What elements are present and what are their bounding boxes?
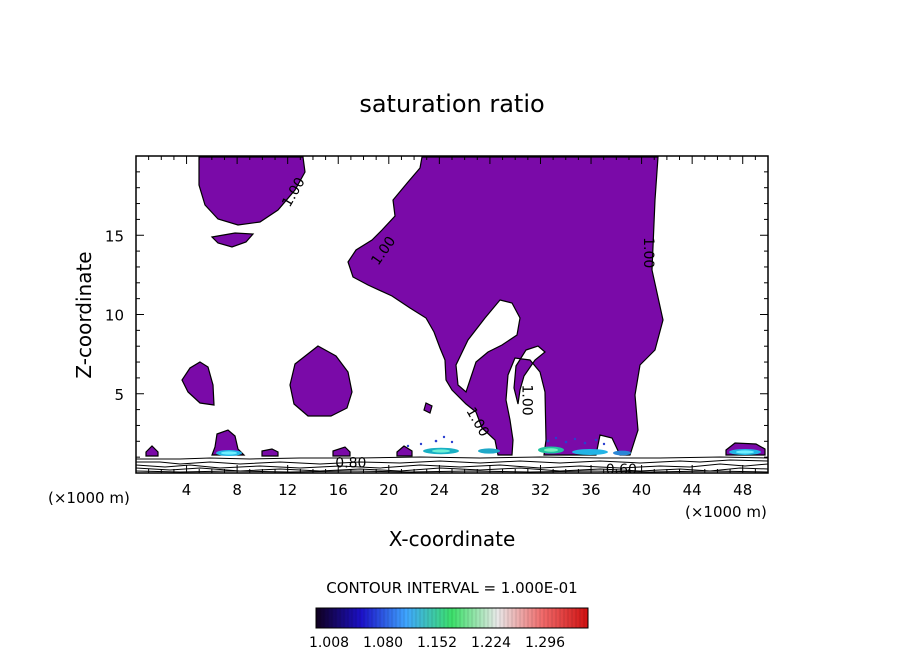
colorbar-tick-label: 1.008 (309, 635, 349, 651)
y-axis-label: Z-coordinate (72, 251, 96, 378)
contour-label: 0.80 (335, 455, 366, 471)
x-tick-label: 4 (182, 481, 192, 499)
plot-area: 1.001.00 1.001.001.000.80 0.60 (136, 156, 768, 478)
supersat-region-central (347, 156, 664, 456)
x-tick-label: 16 (329, 481, 348, 499)
x-tick-label: 28 (480, 481, 499, 499)
x-unit-right: (×1000 m) (685, 503, 767, 521)
supersat-region-sliver (210, 232, 255, 248)
colorbar-gradient (315, 607, 589, 629)
x-unit-left: (×1000 m) (48, 489, 130, 507)
colorbar-tick-label: 1.080 (363, 635, 403, 651)
supersat-region-upper-left (198, 156, 306, 226)
x-tick-label: 12 (278, 481, 297, 499)
y-tick-label: 15 (105, 227, 124, 245)
x-tick-label: 48 (733, 481, 752, 499)
contour-label: 0.60 (606, 462, 637, 478)
x-tick-label: 36 (581, 481, 600, 499)
supersat-region-pocket-10 (261, 448, 279, 457)
x-tick-labels: 4 8 12 16 20 24 28 32 36 40 44 48 (182, 481, 752, 499)
high-saturation-cores (216, 435, 761, 456)
colorbar-tick-label: 1.152 (417, 635, 457, 651)
contour-label: 1.00 (640, 237, 656, 268)
surface-contour-lines (136, 456, 768, 473)
supersat-region-pocket-21 (396, 445, 413, 457)
y-tick-label: 10 (105, 307, 124, 325)
supersat-region-left-small (181, 361, 215, 406)
colorbar-tick-label: 1.224 (471, 635, 511, 651)
axis-ticks (136, 156, 768, 473)
x-tick-label: 24 (430, 481, 449, 499)
supersat-region-pocket-17 (332, 446, 351, 457)
supersat-region-middle (289, 345, 353, 417)
x-tick-label: 20 (379, 481, 398, 499)
supersat-region-pocket-1 (145, 445, 159, 457)
x-tick-label: 32 (531, 481, 550, 499)
x-axis-label: X-coordinate (389, 527, 516, 551)
x-tick-label: 40 (632, 481, 651, 499)
contour-interval-text: CONTOUR INTERVAL = 1.000E-01 (326, 579, 577, 597)
contour-label: 1.00 (519, 385, 535, 416)
chart-title: saturation ratio (359, 90, 544, 118)
y-tick-label: 5 (114, 386, 124, 404)
colorbar: 1.008 1.080 1.152 1.224 1.296 (309, 607, 589, 651)
colorbar-tick-labels: 1.008 1.080 1.152 1.224 1.296 (309, 635, 565, 651)
x-tick-label: 44 (683, 481, 702, 499)
supersaturated-fill (145, 156, 766, 457)
x-tick-label: 8 (232, 481, 242, 499)
y-tick-labels: 5 10 15 (105, 227, 124, 404)
colorbar-tick-label: 1.296 (525, 635, 565, 651)
